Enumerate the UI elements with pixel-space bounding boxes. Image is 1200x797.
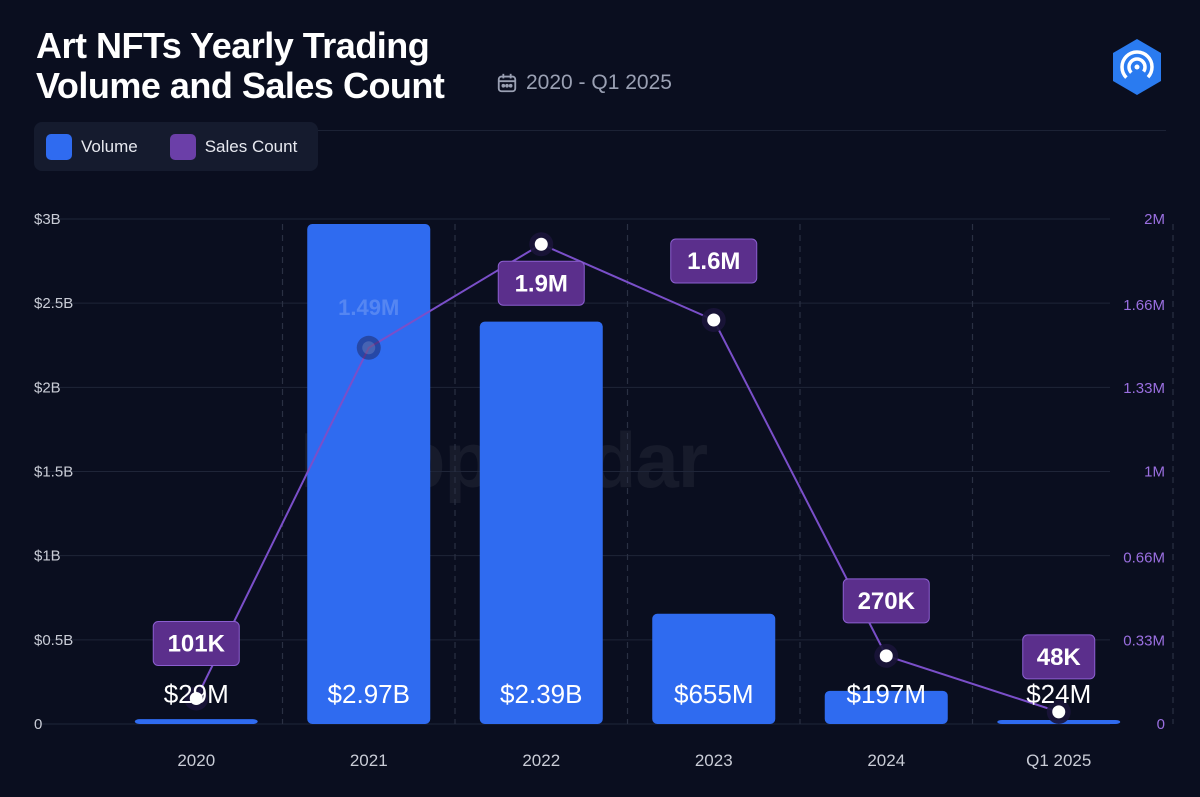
y-right-tick-label: 1.33M (1123, 380, 1165, 397)
sales-count-point (189, 691, 203, 705)
bar-value-label: $2.97B (328, 679, 410, 709)
x-tick-label: Q1 2025 (1026, 751, 1091, 770)
sales-count-point (1052, 705, 1066, 719)
calendar-icon (497, 73, 517, 93)
y-left-tick-label: $0.5B (34, 632, 73, 649)
legend-item-sales-count[interactable]: Sales Count (169, 133, 298, 160)
bar-value-label: $655M (674, 679, 754, 709)
y-right-tick-label: 1M (1144, 464, 1165, 481)
x-tick-label: 2023 (695, 751, 733, 770)
bar-volume-2021 (307, 224, 431, 725)
sales-count-label: 270K (858, 588, 916, 615)
bar-value-label: $24M (1026, 679, 1091, 709)
x-tick-label: 2022 (522, 751, 560, 770)
y-right-tick-label: 1.66M (1123, 297, 1165, 314)
sales-count-line (195, 243, 1060, 713)
legend-swatch-volume (46, 133, 72, 160)
sales-count-point (534, 237, 548, 251)
date-range: 2020 - Q1 2025 (496, 71, 672, 95)
bar-volume-2023 (652, 613, 776, 724)
y-left-tick-label: $2B (34, 379, 61, 396)
y-right-tick-label: 0.66M (1123, 549, 1165, 566)
sales-count-label: 48K (1037, 644, 1082, 671)
sales-count-label: 1.6M (687, 248, 740, 275)
bar-volume-2024 (824, 690, 948, 724)
sales-count-label-box (1022, 634, 1096, 680)
legend-item-volume[interactable]: Volume (46, 133, 138, 160)
sales-count-label-box (670, 238, 758, 284)
sales-count-label: 1.9M (515, 270, 568, 297)
sales-count-point-halo (356, 335, 381, 360)
legend-swatch-sales-count (169, 133, 196, 160)
y-left-tick-label: $3B (34, 211, 61, 228)
sales-count-label-box (497, 260, 585, 306)
sales-count-label-box (152, 620, 240, 666)
sales-count-point (879, 649, 893, 663)
y-left-tick-label: $1.5B (34, 464, 73, 481)
legend: Volume Sales Count (34, 122, 318, 171)
bar-value-label: $29M (164, 679, 229, 709)
date-range-text: 2020 - Q1 2025 (526, 71, 672, 94)
sales-count-point (707, 313, 721, 327)
sales-count-point (362, 341, 376, 355)
bar-value-label: $2.39B (500, 679, 582, 709)
x-tick-label: 2020 (177, 751, 215, 770)
sales-count-label: 101K (168, 630, 226, 657)
legend-label-volume: Volume (81, 136, 138, 156)
dappradar-logo-icon (1113, 39, 1161, 95)
x-tick-label: 2024 (867, 751, 905, 770)
bar-volume-2022 (479, 321, 603, 724)
x-tick-label: 2021 (350, 751, 388, 770)
y-right-tick-label: 2M (1144, 211, 1165, 228)
chart-title: Art NFTs Yearly Trading Volume and Sales… (36, 25, 445, 106)
y-right-tick-label: 0 (1157, 716, 1165, 733)
bar-volume-2020 (134, 719, 258, 724)
legend-label-sales-count: Sales Count (204, 136, 298, 156)
sales-count-label: 1.49M (338, 295, 399, 320)
y-left-tick-label: $2.5B (34, 295, 73, 312)
y-left-tick-label: 0 (34, 716, 42, 733)
y-left-tick-label: $1B (34, 548, 61, 565)
y-right-tick-label: 0.33M (1123, 633, 1165, 650)
header-divider (36, 130, 1166, 131)
bar-value-label: $197M (847, 679, 927, 709)
sales-count-label-box (842, 578, 930, 624)
